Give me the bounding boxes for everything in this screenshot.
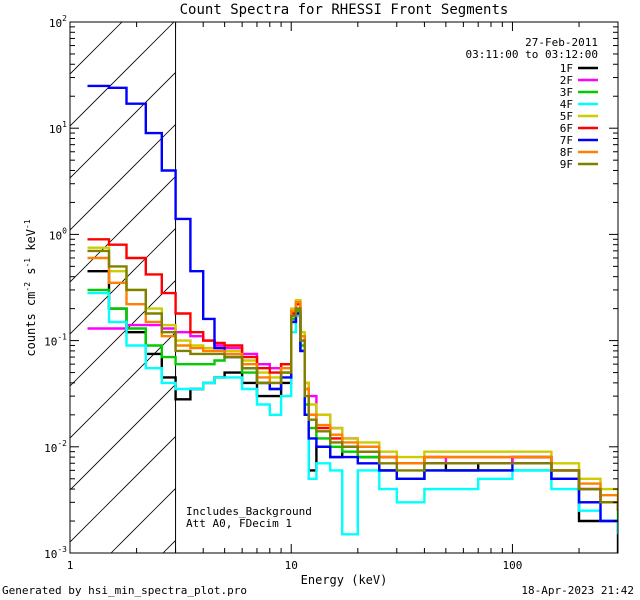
hatch-line — [70, 383, 176, 491]
y-label-exp-2: -1 — [23, 258, 32, 268]
x-tick-label: 1 — [67, 559, 74, 572]
hatch-line — [70, 227, 176, 335]
hatch-line — [70, 435, 176, 543]
hatch-line — [70, 279, 176, 387]
observation-time-range: 03:11:00 to 03:12:00 — [466, 48, 598, 61]
chart-title: Count Spectra for RHESSI Front Segments — [180, 2, 509, 18]
series-2F-line — [87, 307, 618, 511]
y-label-exp-3: -1 — [23, 219, 32, 229]
legend-label-5F: 5F — [560, 110, 573, 123]
series-7F-line — [87, 84, 618, 523]
y-label-mid: s — [24, 268, 38, 282]
observation-date: 27-Feb-2011 — [525, 36, 598, 49]
legend-label-3F: 3F — [560, 86, 573, 99]
hatch-line — [70, 22, 123, 75]
y-axis-label: counts cm-2 s-1 keV-1 — [23, 219, 38, 356]
spectra-series-group — [87, 84, 618, 553]
footer-timestamp: 18-Apr-2023 21:42 — [521, 584, 634, 597]
footer-generated-by: Generated by hsi_min_spectra_plot.pro — [2, 584, 248, 597]
excluded-energy-region — [70, 22, 176, 553]
legend-label-2F: 2F — [560, 74, 573, 87]
y-tick-label: 10-2 — [44, 439, 67, 455]
y-tick-label: 10-1 — [44, 333, 67, 349]
y-label-end: keV — [24, 229, 38, 258]
annotation-background: Includes_Background — [186, 505, 312, 518]
y-label-base: counts cm — [24, 292, 38, 357]
legend-label-7F: 7F — [560, 134, 573, 147]
hatch-line — [70, 331, 176, 439]
y-tick-label: 10-3 — [44, 545, 67, 561]
y-tick-labels: 10-3 10-2 10-1 100 101 102 — [44, 14, 67, 561]
x-axis-label: Energy (keV) — [301, 573, 388, 587]
y-tick-label: 100 — [49, 226, 67, 242]
series-1F-line — [87, 270, 618, 553]
hatch-line — [70, 22, 71, 23]
x-tick-label: 10 — [285, 559, 298, 572]
hatch-line — [70, 22, 175, 127]
hatch-line — [70, 175, 176, 283]
y-tick-label: 101 — [49, 120, 67, 136]
legend-label-9F: 9F — [560, 158, 573, 171]
legend-label-4F: 4F — [560, 98, 573, 111]
legend-label-1F: 1F — [560, 62, 573, 75]
legend-label-6F: 6F — [560, 122, 573, 135]
legend-label-8F: 8F — [560, 146, 573, 159]
axis-ticks — [69, 21, 619, 554]
x-tick-labels: 1 10 100 — [67, 559, 523, 572]
plot-frame — [69, 21, 619, 554]
annotation-attenuator: Att A0, FDecim 1 — [186, 517, 292, 530]
y-tick-label: 102 — [49, 14, 67, 30]
series-9F-line — [87, 249, 618, 511]
y-label-exp-1: -2 — [23, 282, 32, 292]
hatch-line — [70, 71, 176, 179]
x-tick-label: 100 — [503, 559, 523, 572]
